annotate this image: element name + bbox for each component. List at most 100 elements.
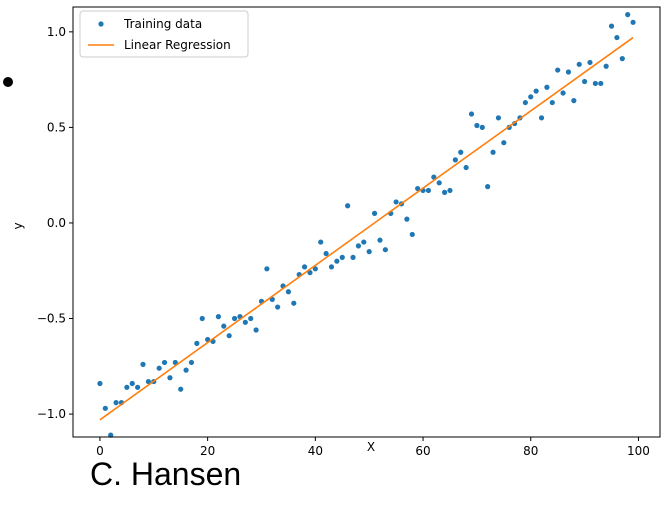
- plot-data: [97, 12, 636, 438]
- legend-label-linear-regression: Linear Regression: [124, 38, 231, 52]
- training-data-point: [312, 266, 318, 272]
- training-data-point: [630, 19, 636, 25]
- training-data-point: [441, 189, 448, 195]
- training-data-point: [285, 289, 292, 295]
- training-data-point: [129, 380, 135, 387]
- legend: Training data Linear Regression: [79, 10, 249, 58]
- training-data-point: [549, 99, 555, 106]
- y-axis-label: y: [11, 222, 25, 229]
- scatter-chart: 0 20 40 60 80 100 −1.0 −0.5 0.0 0.5 1.0 X y Traini…: [11, 6, 661, 455]
- training-data-point: [345, 203, 351, 209]
- training-data-point: [339, 254, 345, 260]
- training-data-point: [468, 111, 475, 117]
- training-data-point: [501, 140, 507, 146]
- training-data-point: [404, 216, 410, 222]
- training-data-point: [495, 115, 502, 121]
- training-data-point: [221, 323, 227, 329]
- training-data-point: [522, 99, 528, 106]
- training-data-point: [371, 210, 378, 216]
- training-data-point: [458, 149, 464, 155]
- y-tick-label: −1.0: [37, 407, 66, 421]
- training-data-point: [167, 375, 173, 381]
- training-data-point: [264, 266, 270, 272]
- training-data-point: [135, 384, 141, 390]
- training-data-point: [528, 94, 534, 100]
- training-data-point: [161, 359, 168, 366]
- training-data-point: [328, 264, 335, 270]
- training-data-point: [565, 69, 572, 75]
- training-data-point: [248, 315, 254, 322]
- training-data-point: [463, 164, 469, 171]
- axis-ticks: 0 20 40 60 80 100 −1.0 −0.5 0.0 0.5 1.0: [37, 25, 650, 455]
- training-data-point: [301, 264, 308, 270]
- training-data-point: [538, 115, 545, 121]
- training-data-point: [533, 88, 539, 94]
- training-data-point: [560, 90, 566, 96]
- training-data-point: [194, 340, 200, 346]
- training-data-point: [188, 359, 195, 366]
- training-data-point: [431, 174, 437, 180]
- training-data-point: [323, 250, 329, 257]
- y-tick-label: −0.5: [37, 312, 66, 326]
- training-data-point: [415, 185, 421, 192]
- training-data-point: [307, 270, 313, 276]
- training-data-point: [479, 124, 485, 130]
- training-data-point: [140, 361, 146, 367]
- y-tick-label: 0.0: [47, 216, 66, 230]
- training-data-point: [490, 149, 496, 155]
- training-data-point: [215, 314, 222, 320]
- training-data-point: [124, 384, 130, 390]
- training-data-point: [555, 67, 561, 73]
- training-data-point: [447, 187, 453, 194]
- training-data-point: [474, 122, 480, 129]
- legend-marker-training-data: [98, 21, 104, 27]
- training-data-point: [113, 400, 119, 406]
- plot-frame: [72, 6, 661, 438]
- training-data-point: [608, 23, 615, 29]
- training-data-point: [183, 367, 189, 373]
- linear-regression-line: [99, 36, 634, 421]
- training-data-point: [452, 157, 458, 163]
- training-data-point: [102, 405, 108, 411]
- training-data-point: [544, 84, 550, 90]
- training-data-point: [178, 386, 184, 392]
- training-data-point: [275, 304, 281, 310]
- training-data-point: [361, 239, 367, 245]
- training-data-point: [334, 258, 340, 264]
- training-data-point: [108, 432, 114, 438]
- training-data-point: [582, 78, 588, 85]
- training-data-point: [614, 34, 620, 41]
- bullet-point: [3, 77, 13, 87]
- x-tick-label: 80: [523, 444, 538, 455]
- training-data-point: [436, 180, 442, 186]
- training-data-point: [231, 315, 238, 322]
- training-data-point: [625, 12, 631, 18]
- y-tick-label: 0.5: [47, 120, 66, 134]
- training-data-point: [366, 249, 372, 255]
- training-data-point: [598, 80, 604, 87]
- x-tick-label: 0: [96, 444, 104, 455]
- training-data-point: [318, 239, 324, 245]
- training-data-point: [571, 98, 577, 104]
- x-axis-label: X: [367, 440, 375, 454]
- training-data-point: [172, 359, 178, 366]
- x-tick-label: 60: [415, 444, 430, 455]
- training-data-point: [97, 380, 103, 387]
- x-tick-label: 40: [308, 444, 323, 455]
- training-data-point: [242, 319, 248, 325]
- training-data-point: [382, 247, 388, 253]
- training-data-point: [355, 243, 362, 249]
- training-data-point: [291, 300, 297, 306]
- training-data-point: [587, 59, 593, 66]
- training-data-point: [603, 63, 609, 69]
- training-data-point: [576, 61, 582, 67]
- author-caption: C. Hansen: [90, 456, 242, 492]
- legend-box: [79, 10, 249, 58]
- training-data-point: [350, 254, 356, 260]
- training-data-point: [485, 184, 491, 190]
- training-data-point: [199, 315, 205, 322]
- training-data-point: [393, 199, 399, 205]
- training-data-point: [377, 237, 383, 243]
- y-tick-label: 1.0: [47, 25, 66, 39]
- training-data-point: [145, 378, 151, 385]
